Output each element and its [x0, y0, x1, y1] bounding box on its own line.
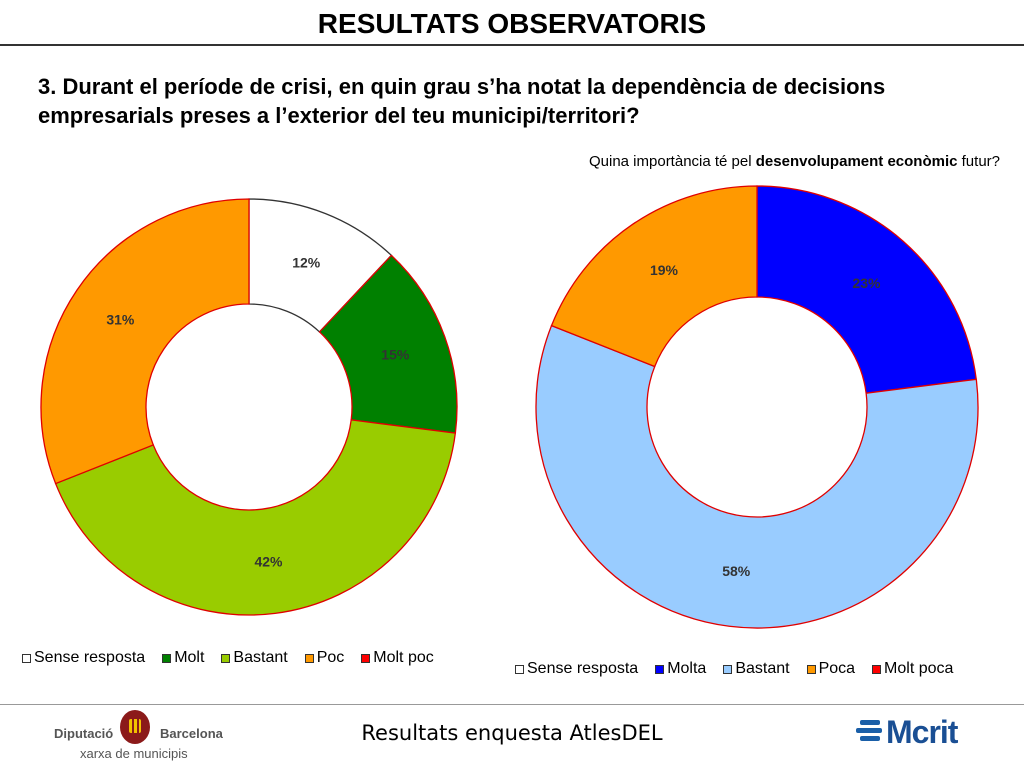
legend-swatch: [515, 664, 524, 674]
legend-label: Bastant: [233, 649, 288, 666]
donut-slice-poc: [40, 198, 250, 485]
legend-swatch: [723, 664, 733, 674]
subtitle-part-bold: desenvolupament econòmic: [755, 153, 958, 170]
legend-label: Poca: [818, 660, 856, 677]
legend-item: Poca: [806, 660, 856, 678]
logo-text-barcelona: Barcelona: [160, 726, 223, 741]
donut-slice-poca: [550, 185, 758, 368]
title-divider: [0, 44, 1024, 46]
logo-text-diputacio: Diputació: [54, 726, 114, 741]
donut-data-label: 12%: [292, 254, 321, 270]
legend-swatch: [806, 664, 816, 674]
legend-swatch: [162, 653, 172, 663]
legend-label: Molt: [174, 649, 205, 666]
subtitle-part-2: futur?: [957, 153, 1000, 170]
mcrit-wordmark: Mcrit: [886, 714, 958, 750]
donut-slice-bastant: [535, 324, 979, 629]
legend-swatch: [221, 653, 231, 663]
donut-slice-bastant: [54, 419, 457, 616]
legend-item: Molt poca: [872, 660, 953, 678]
legend-label: Molta: [667, 660, 707, 677]
page-title: RESULTATS OBSERVATORIS: [317, 8, 707, 39]
legend-item: Poc: [304, 649, 345, 667]
left-chart-legend: Sense resposta Molt Bastant Poc Molt poc: [22, 649, 451, 667]
legend-item: Molt poc: [361, 649, 434, 667]
legend-item: Bastant: [221, 649, 288, 667]
legend-swatch: [361, 653, 371, 663]
donut-data-label: 42%: [254, 553, 283, 569]
legend-swatch: [872, 664, 882, 674]
mcrit-logo: Mcrit: [856, 714, 976, 752]
legend-swatch: [304, 653, 314, 663]
legend-label: Molt poc: [373, 649, 434, 666]
donut-slice-molt: [318, 254, 458, 434]
diputacio-seal-icon: [120, 710, 150, 744]
legend-item: Molta: [655, 660, 706, 678]
footer-caption: Resultats enquesta AtlesDEL: [361, 721, 663, 745]
diputacio-barcelona-logo: Diputació Barcelona xarxa de municipis: [50, 708, 240, 764]
right-chart-subtitle: Quina importància té pel desenvolupament…: [500, 153, 1000, 170]
right-chart-legend: Sense resposta Molta Bastant Poca Molt poca: [515, 660, 970, 678]
legend-swatch: [22, 653, 31, 663]
legend-item: Sense resposta: [515, 660, 638, 678]
legend-label: Sense resposta: [34, 649, 146, 666]
legend-label: Poc: [316, 649, 345, 666]
footer-divider: [0, 704, 1024, 705]
legend-label: Bastant: [735, 660, 790, 677]
legend-label: Molt poca: [884, 660, 954, 677]
donut-slice-molta: [756, 185, 977, 394]
subtitle-part-1: Quina importància té pel: [588, 153, 756, 170]
donut-data-label: 23%: [852, 275, 881, 291]
legend-label: Sense resposta: [527, 660, 639, 677]
mcrit-arrow-icon: [856, 720, 886, 748]
donut-data-label: 58%: [722, 563, 751, 579]
legend-item: Sense resposta: [22, 649, 145, 667]
donut-data-label: 15%: [381, 346, 410, 362]
question-text: 3. Durant el període de crisi, en quin g…: [38, 74, 886, 128]
legend-swatch: [655, 664, 665, 674]
donut-data-label: 31%: [106, 312, 135, 328]
legend-item: Molt: [162, 649, 204, 667]
legend-item: Bastant: [723, 660, 790, 678]
donut-data-label: 19%: [650, 262, 679, 278]
logo-text-xarxa: xarxa de municipis: [80, 746, 188, 761]
